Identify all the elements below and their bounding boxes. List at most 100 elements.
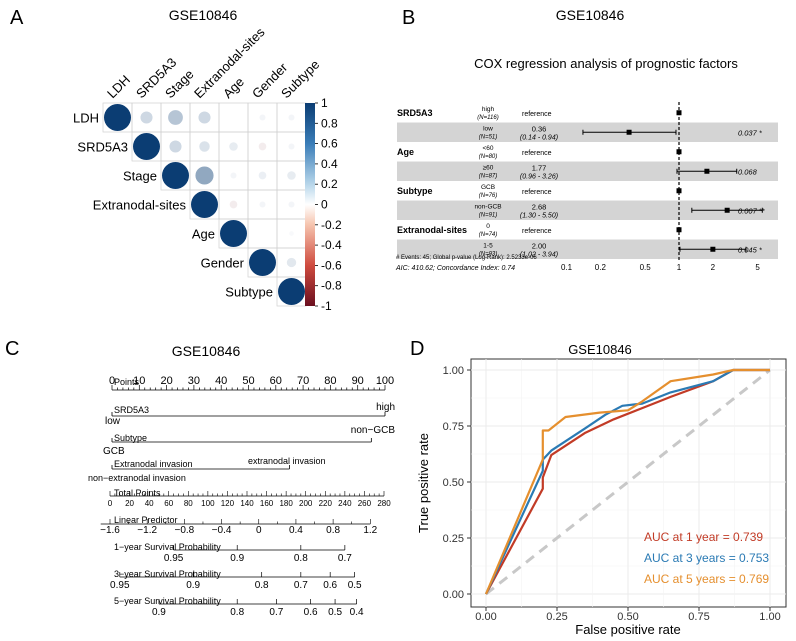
forest-row-3-p: 0.068 (738, 167, 758, 176)
roc-legend-entry-0: AUC at 1 year = 0.739 (644, 530, 763, 544)
corr-circle-stage-extranodal-sites (195, 166, 214, 185)
lp-tick-label-3: −0.4 (212, 525, 232, 536)
colorbar-tick-label-8: -0.6 (321, 258, 342, 272)
forest-row-7-estimate-square (710, 246, 716, 252)
forest-row-3-n: (N=87) (479, 173, 498, 179)
points-tick-label-4: 40 (215, 375, 227, 387)
roc-x-tick-label-2: 0.50 (617, 611, 638, 623)
survival-5y-tick-label-2: 0.7 (269, 607, 283, 618)
points-tick-label-0: 0 (109, 375, 115, 387)
forest-row-5-n: (N=91) (479, 212, 498, 218)
forest-row-2-reference: reference (522, 150, 552, 157)
corr-circle-extranodal-sites-subtype (288, 201, 295, 208)
forest-row-3-estimate-square (704, 168, 710, 174)
forest-row-6-reference: reference (522, 228, 552, 235)
corr-circle-extranodal-sites-age (229, 200, 238, 209)
roc-x-tick-label-4: 1.00 (759, 611, 780, 623)
survival-1y-tick-label-1: 0.9 (230, 553, 244, 564)
nomogram-scales: 0 10 20 30 40 50 60 70 80 90 100 0 20 40 60 80 100 120 140… (100, 375, 394, 618)
lp-tick-label-7: 1.2 (363, 525, 377, 536)
points-tick-label-3: 30 (188, 375, 200, 387)
forest-row-6-level: 0 (486, 223, 490, 230)
panel-b-title: GSE10846 (556, 7, 625, 23)
subtype-gcb-label: GCB (103, 446, 125, 457)
roc-curve-series-2 (484, 368, 770, 595)
heatmap-cell-ldh-age (218, 102, 249, 133)
colorbar-tick-label-6: -0.2 (321, 218, 342, 232)
colorbar-tick-label-10: -1 (321, 299, 332, 313)
corr-circle-stage-subtype (287, 171, 296, 180)
panel-a-title: GSE10846 (169, 7, 238, 23)
corr-circle-ldh-ldh (104, 104, 131, 131)
forest-row-1-estimate-square (626, 129, 632, 135)
points-tick-label-7: 70 (297, 375, 309, 387)
points-tick-label-1: 10 (133, 375, 145, 387)
roc-y-tick-label-0: 0.00 (443, 589, 464, 601)
forest-row-7-hr: 2.00 (532, 241, 547, 250)
survival-5y-tick-label-4: 0.5 (328, 607, 342, 618)
srd5a3-high-label: high (376, 402, 395, 413)
survival-1y-tick-label-3: 0.7 (338, 553, 352, 564)
survival-3y-tick-label-2: 0.8 (255, 580, 269, 591)
colorbar (305, 103, 315, 306)
forest-row-0-estimate-square (676, 110, 682, 116)
roc-axis-ticks: 0.00 0.25 0.50 0.75 1.00 0.00 0.25 0.50 0.75 1.00 (443, 365, 781, 623)
lp-tick-label-5: 0.4 (289, 525, 303, 536)
total-points-tick-label-1: 20 (125, 499, 134, 508)
forest-row-4-reference: reference (522, 189, 552, 196)
corr-circle-age-subtype (289, 231, 294, 236)
corr-circle-ldh-gender (259, 114, 266, 121)
forest-row-6-variable: Extranodal-sites (397, 225, 467, 235)
total-points-tick-label-8: 160 (260, 499, 274, 508)
total-points-tick-label-9: 180 (279, 499, 293, 508)
forest-row-1-hr: 0.36 (532, 124, 547, 133)
forest-x-tick-2: 0.5 (640, 263, 652, 272)
roc-series (484, 368, 771, 596)
forest-row-0-n: (N=116) (477, 115, 498, 121)
row-label-subtype: Subtype (225, 285, 273, 300)
survival-5y-tick-label-3: 0.6 (304, 607, 318, 618)
colorbar-tick-label-4: 0.2 (321, 177, 338, 191)
nomogram-label-total-points: Total Points (114, 488, 161, 498)
lp-tick-label-2: −0.8 (174, 525, 194, 536)
heatmap-row-labels: LDH SRD5A3 Stage Extranodal-sites Age Gender S… (73, 111, 273, 300)
forest-row-5-estimate-square (724, 207, 730, 213)
total-points-tick-label-4: 80 (184, 499, 193, 508)
srd5a3-low-label: low (105, 416, 121, 427)
lp-tick-label-0: −1.6 (100, 525, 120, 536)
panel-d-roc-curve: D GSE10846 0.00 0.25 0.50 0.75 1.000.000.250… (410, 338, 787, 637)
points-tick-label-9: 90 (352, 375, 364, 387)
survival-3y-tick-label-3: 0.7 (294, 580, 308, 591)
roc-legend-entry-2: AUC at 5 years = 0.769 (644, 572, 769, 586)
corr-circle-stage-stage (162, 162, 189, 189)
forest-row-3-level: ≥60 (483, 164, 494, 171)
column-label-subtype: Subtype (278, 57, 322, 101)
total-points-tick-label-10: 200 (299, 499, 313, 508)
total-points-tick-label-13: 260 (358, 499, 372, 508)
corr-circle-extranodal-sites-gender (259, 201, 266, 208)
colorbar-tick-label-7: -0.4 (321, 238, 342, 252)
total-points-tick-label-3: 60 (164, 499, 173, 508)
panel-d-letter: D (410, 338, 424, 360)
survival-5y-tick-label-5: 0.4 (350, 607, 364, 618)
forest-x-tick-0: 0.1 (561, 263, 573, 272)
forest-x-tick-5: 5 (755, 263, 760, 272)
row-label-srd5a3: SRD5A3 (77, 140, 128, 155)
corr-circle-ldh-stage (168, 110, 183, 125)
corr-circle-stage-gender (258, 171, 267, 180)
corr-circle-srd5a3-age (229, 142, 238, 151)
column-label-ldh: LDH (104, 72, 133, 101)
total-points-tick-label-14: 280 (377, 499, 391, 508)
heatmap-cell-age-gender (247, 218, 278, 249)
forest-row-7-p: 0.045 * (738, 245, 763, 254)
total-points-tick-label-0: 0 (108, 499, 113, 508)
total-points-tick-label-7: 140 (240, 499, 254, 508)
points-tick-label-6: 60 (270, 375, 282, 387)
nomogram-label-srd5a3: SRD5A3 (114, 405, 149, 415)
corr-circle-subtype-subtype (278, 278, 305, 305)
forest-x-tick-1: 0.2 (595, 263, 607, 272)
nomogram-label-linear-predictor: Linear Predictor (114, 515, 178, 525)
corr-circle-srd5a3-gender (258, 142, 267, 151)
